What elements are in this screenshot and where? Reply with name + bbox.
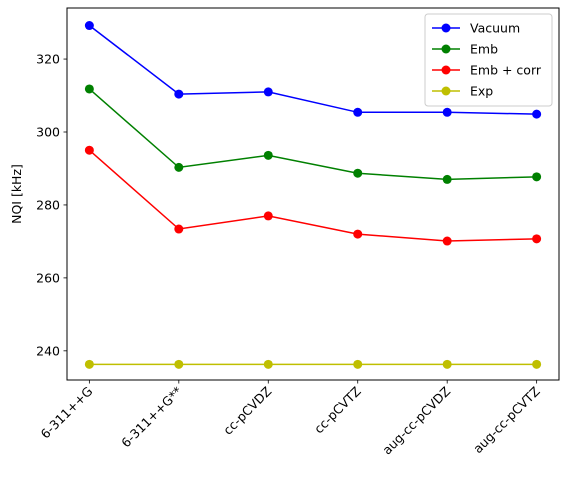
data-point-3-4 — [442, 359, 452, 369]
x-tick-label-5: aug-cc-pCVTZ — [470, 384, 543, 457]
legend-box — [424, 13, 553, 107]
data-point-1-3 — [353, 168, 363, 178]
data-point-2-4 — [442, 236, 452, 246]
legend: Vacuum Emb Emb + corr Exp — [424, 13, 553, 107]
y-axis-ticks: 240 260 280 300 320 — [36, 52, 67, 358]
data-point-1-5 — [532, 172, 542, 182]
data-point-0-3 — [353, 107, 363, 117]
legend-marker-0 — [441, 23, 451, 33]
series-line-1 — [88, 88, 537, 181]
axes-frame — [66, 7, 560, 381]
y-tick-label-0: 240 — [36, 343, 60, 358]
series-line-2 — [88, 149, 537, 242]
data-point-1-1 — [174, 162, 184, 172]
data-point-0-0 — [84, 21, 94, 31]
data-point-3-1 — [174, 359, 184, 369]
data-point-3-3 — [353, 359, 363, 369]
data-point-1-0 — [84, 84, 94, 94]
series-line-0 — [88, 24, 537, 115]
legend-marker-1 — [441, 44, 451, 54]
data-point-3-2 — [263, 359, 273, 369]
legend-entry-2: Emb + corr — [470, 63, 542, 78]
x-tick-label-3: cc-pCVTZ — [311, 384, 364, 437]
y-tick-label-2: 280 — [36, 197, 60, 212]
data-point-0-4 — [442, 107, 452, 117]
data-point-3-0 — [84, 359, 94, 369]
plot-content — [84, 21, 542, 369]
x-tick-label-1: 6-311++G** — [118, 384, 185, 451]
data-point-1-4 — [442, 174, 452, 184]
data-point-2-5 — [532, 234, 542, 244]
data-point-3-5 — [532, 359, 542, 369]
legend-entry-3: Exp — [470, 84, 493, 99]
x-tick-label-2: cc-pCVDZ — [220, 384, 274, 438]
y-tick-label-1: 260 — [36, 270, 60, 285]
y-tick-label-3: 300 — [36, 125, 60, 140]
x-tick-label-0: 6-311++G — [38, 384, 96, 442]
data-point-1-2 — [263, 150, 273, 160]
x-axis-ticks: 6-311++G 6-311++G** cc-pCVDZ cc-pCVTZ aug-cc… — [38, 380, 543, 458]
y-tick-label-4: 320 — [36, 52, 60, 67]
data-point-2-0 — [84, 145, 94, 155]
data-point-2-3 — [353, 229, 363, 239]
data-point-0-5 — [532, 109, 542, 119]
y-axis-label: NQI [kHz] — [9, 164, 24, 224]
legend-marker-3 — [441, 86, 451, 96]
data-point-0-1 — [174, 89, 184, 99]
data-point-2-2 — [263, 211, 273, 221]
legend-entry-1: Emb — [470, 42, 498, 57]
x-tick-label-4: aug-cc-pCVDZ — [379, 384, 453, 458]
legend-marker-2 — [441, 65, 451, 75]
data-point-0-2 — [263, 87, 273, 97]
data-point-2-1 — [174, 224, 184, 234]
legend-entry-0: Vacuum — [470, 21, 520, 36]
